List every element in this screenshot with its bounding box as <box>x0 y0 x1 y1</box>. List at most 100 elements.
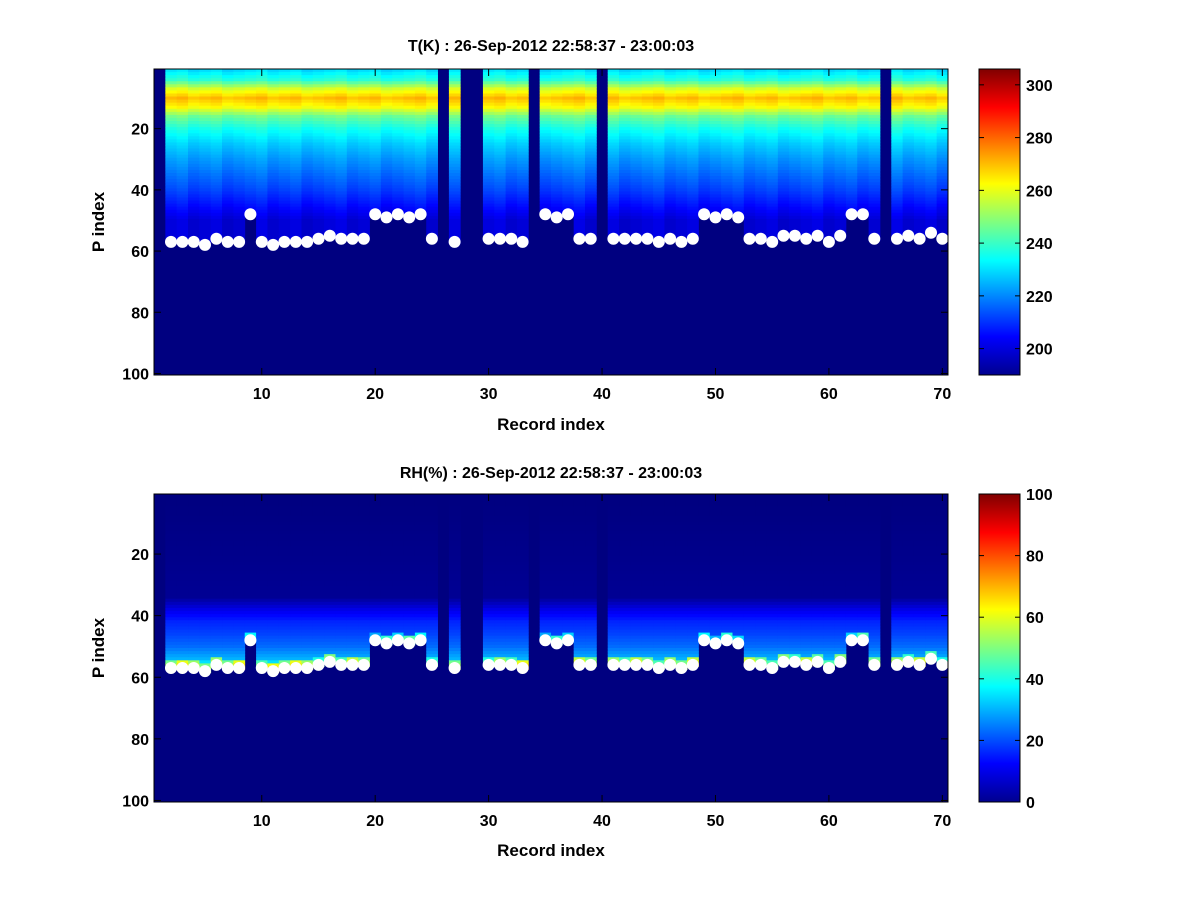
heatmap-cell <box>562 617 575 621</box>
heatmap-cell <box>267 524 280 532</box>
heatmap-cell <box>698 133 711 137</box>
heatmap-cell <box>925 124 938 128</box>
heatmap-cell <box>233 185 246 189</box>
heatmap-cell <box>494 635 507 640</box>
heatmap-cell <box>335 530 348 535</box>
heatmap-cell <box>494 540 507 547</box>
heatmap-cell <box>335 500 348 507</box>
heatmap-cell <box>346 127 359 131</box>
heatmap-cell <box>494 136 507 140</box>
heatmap-cell <box>369 117 382 122</box>
heatmap-cell <box>709 133 722 137</box>
heatmap-cell <box>290 72 302 76</box>
heatmap-cell <box>732 173 745 177</box>
heatmap-cell <box>755 157 767 162</box>
heatmap-cell <box>641 173 654 177</box>
heatmap-cell <box>664 157 677 162</box>
heatmap-cell <box>210 124 223 128</box>
heatmap-cell <box>199 84 212 88</box>
heatmap-cell <box>800 169 813 174</box>
heatmap-cell <box>539 117 552 122</box>
heatmap-cell <box>369 629 382 633</box>
heatmap-cell <box>868 102 881 107</box>
heatmap-cell <box>675 188 688 192</box>
heatmap-cell <box>392 127 404 131</box>
surface-level-marker <box>494 232 506 245</box>
heatmap-cell <box>346 623 359 627</box>
heatmap-cell <box>199 166 212 171</box>
heatmap-cell <box>766 117 779 122</box>
heatmap-cell <box>267 139 280 143</box>
heatmap-cell <box>709 93 722 97</box>
heatmap-cell <box>925 130 938 134</box>
heatmap-cell <box>222 626 234 630</box>
heatmap-cell <box>199 108 212 113</box>
heatmap-cell <box>335 90 348 94</box>
heatmap-cell <box>256 84 268 88</box>
heatmap-cell <box>585 589 597 597</box>
heatmap-cell <box>687 617 699 621</box>
heatmap-cell <box>256 648 268 652</box>
heatmap-cell <box>301 598 314 603</box>
heatmap-cell <box>290 194 302 198</box>
heatmap-cell <box>687 148 699 153</box>
heatmap-cell <box>925 163 938 168</box>
heatmap-cell <box>585 555 597 563</box>
heatmap-cell <box>222 96 234 100</box>
heatmap-cell <box>335 127 348 131</box>
heatmap-cell <box>766 203 779 208</box>
heatmap-cell <box>687 564 699 572</box>
heatmap-cell <box>664 179 677 183</box>
heatmap-cell <box>335 521 348 526</box>
heatmap-cell <box>369 176 382 180</box>
heatmap-cell <box>267 185 280 189</box>
heatmap-cell <box>653 564 665 572</box>
heatmap-cell <box>380 179 393 183</box>
heatmap-cell <box>278 173 291 177</box>
heatmap-cell <box>448 154 461 159</box>
heatmap-cell <box>256 212 268 217</box>
heatmap-cell <box>392 500 404 507</box>
surface-level-marker <box>335 232 348 245</box>
heatmap-cell <box>482 154 495 159</box>
heatmap-cell <box>392 173 404 177</box>
heatmap-cell <box>188 500 200 507</box>
heatmap-cell <box>256 154 268 159</box>
heatmap-cell <box>811 84 824 88</box>
heatmap-cell <box>902 93 915 97</box>
heatmap-cell <box>290 632 302 637</box>
heatmap-cell <box>800 75 813 79</box>
heatmap-cell <box>448 93 461 97</box>
heatmap-cell <box>834 218 847 238</box>
heatmap-cell <box>199 654 212 658</box>
heatmap-cell <box>324 500 336 507</box>
heatmap-cell <box>210 500 223 507</box>
heatmap-cell <box>448 540 461 547</box>
heatmap-cell <box>687 99 699 104</box>
heatmap-cell <box>619 108 631 113</box>
heatmap-cell <box>789 200 801 205</box>
heatmap-cell <box>743 179 756 183</box>
heatmap-cell <box>233 651 246 655</box>
heatmap-cell <box>721 72 733 76</box>
heatmap-cell <box>267 130 280 134</box>
heatmap-cell <box>267 549 280 556</box>
heatmap-cell <box>732 90 745 94</box>
heatmap-cell <box>630 617 643 621</box>
heatmap-cell <box>573 105 586 110</box>
heatmap-cell <box>256 124 268 128</box>
heatmap-cell <box>233 209 246 214</box>
heatmap-cell <box>687 506 699 510</box>
heatmap-cell <box>426 102 438 107</box>
heatmap-cell <box>551 136 563 140</box>
heatmap-cell <box>233 601 246 606</box>
heatmap-cell <box>630 654 643 658</box>
heatmap-cell <box>176 157 189 162</box>
heatmap-cell <box>176 130 189 134</box>
heatmap-cell <box>346 574 359 581</box>
heatmap-cell <box>766 87 779 91</box>
heatmap-cell <box>312 648 325 652</box>
heatmap-cell <box>721 151 733 156</box>
heatmap-cell <box>369 614 382 618</box>
heatmap-cell <box>278 515 291 523</box>
